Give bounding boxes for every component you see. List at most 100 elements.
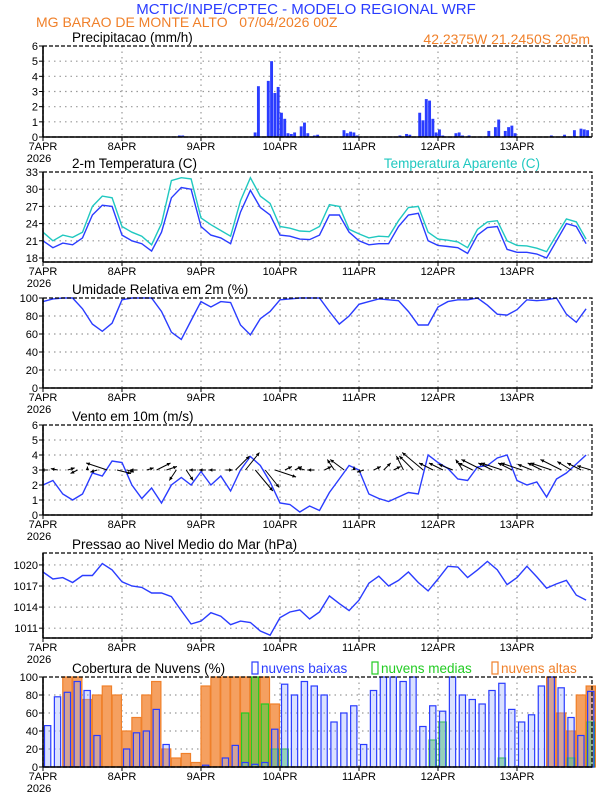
precip-bar [487,130,491,137]
legend-label: nuvens medias [381,661,472,676]
cloud-bar-nuvens-baixas [399,680,407,768]
x-tick-label: 10APR [263,771,298,783]
wind-arrow-head [356,469,361,473]
x-tick-label: 13APR [500,392,535,404]
precip-bar [428,100,432,137]
panel-title: Umidade Relativa em 2m (%) [72,282,248,297]
cloud-bar-nuvens-baixas [162,743,170,768]
wind-arrow [500,462,523,471]
wind-arrow-head [208,468,213,472]
precip-bar [563,134,566,137]
cloud-bar-nuvens-baixas [429,705,437,768]
cloud-bar-nuvens-baixas [488,689,496,768]
precip-bar [493,127,497,137]
wind-arrow [461,459,483,471]
y-tick-label: 5 [32,435,38,447]
wind-arrow-head [269,487,273,491]
precip-bar [497,119,501,137]
panel-title: Pressao ao Nivel Medio do Mar (hPa) [72,537,297,552]
precip-bar [342,130,346,137]
precip-bar [438,129,441,137]
cloud-bar-nuvens-altas [220,676,231,768]
x-tick-label: 11APR [342,141,376,153]
wind-arrow-head [396,456,400,460]
x-tick-label: 12APR [421,642,456,654]
wind-arrow [540,459,562,471]
x-tick-label: 12APR [421,771,456,783]
wind-arrow-head [50,467,55,472]
x-tick-label: 7APR [29,771,58,783]
x-tick-label: 10APR [263,141,298,153]
series-line-Velocidade [42,453,587,513]
precip-bar [289,133,293,137]
wind-arrow [401,452,424,471]
wind-arrow-head [287,466,292,470]
wind-arrow-head [149,467,154,471]
y-tick-label: 21 [26,236,38,248]
precip-bar [316,134,320,137]
wind-arrow-head [229,468,233,472]
x-tick-label: 8APR [108,392,137,404]
cloud-bar-nuvens-baixas [231,744,240,768]
panel-title: Cobertura de Nuvens (%) [72,661,225,676]
wind-arrow-head [557,461,562,465]
header-station: MG BARAO DE MONTE ALTO 07/04/2026 00Z [36,14,338,30]
y-tick-label: 60 [26,708,38,720]
cloud-bar-nuvens-baixas [300,680,309,768]
precip-bar [503,130,507,137]
panel-frame [42,297,593,389]
x-tick-label: 8APR [108,141,137,153]
y-tick-label: 0 [32,510,38,522]
y-tick-label: 0 [32,762,38,774]
wind-arrow-head [86,462,91,466]
y-tick-label: 3 [32,87,38,99]
y-tick-label: 60 [26,329,38,341]
cloud-bar-nuvens-altas [210,676,221,768]
cloud-bar-nuvens-baixas [43,724,52,768]
cloud-bar-nuvens-baixas [340,712,348,768]
wind-arrow-head [189,468,193,472]
wind-arrow-head [577,465,582,469]
cloud-bar-nuvens-baixas [369,689,378,768]
y-tick-label: 6 [32,420,38,432]
legend-label: nuvens altas [501,661,577,676]
wind-arrow [86,462,108,471]
cloud-bar-nuvens-altas [180,752,192,768]
wind-panel: 0 1 2 3 4 5 6 7APR 8APR 9APR 10APR 11APR 12APR 13APR 2… [27,409,593,543]
series-line-Umidade-Relativa [42,297,587,341]
cloud-bar-nuvens-baixas [221,757,230,768]
wind-arrow-head [292,474,297,478]
cloud-bar-nuvens-baixas [280,683,289,768]
y-tick-label: 4 [32,71,38,83]
y-tick-label: 100 [20,672,38,684]
x-year-label: 2026 [27,654,51,666]
x-tick-label: 9APR [187,392,216,404]
precip-bar [280,112,283,137]
cloud-bar-nuvens-baixas [93,734,101,768]
precip-bar [457,132,461,137]
wind-arrow-head [166,463,171,467]
panel-title-secondary: Temperatura Aparente (C) [384,156,540,171]
wind-arrow-head [399,456,404,460]
panel-frame [42,171,593,263]
precip-panel: 0 1 2 3 4 5 6 7APR 8APR 9APR 10APR 11APR 12APR 13APR 2… [27,30,593,165]
wind-arrow-head [428,463,433,467]
precip-bar [273,93,277,137]
x-tick-label: 11APR [342,771,376,783]
x-tick-label: 10APR [263,519,298,531]
series-line-2-m-Temperatura [42,186,587,259]
y-tick-label: 1017 [14,581,38,593]
x-tick-label: 12APR [421,141,456,153]
precip-bar [276,86,280,137]
precip-bar [579,128,583,137]
precip-bar [424,99,428,137]
cloud-bar-nuvens-baixas [557,687,565,768]
x-tick-label: 8APR [108,771,137,783]
x-tick-label: 13APR [500,141,535,153]
cloud-bar-nuvens-baixas [310,685,319,768]
precip-bar [586,130,590,137]
cloud-bar-nuvens-baixas [448,676,457,768]
wind-arrow-head [70,467,75,471]
y-tick-label: 1020 [14,560,38,572]
